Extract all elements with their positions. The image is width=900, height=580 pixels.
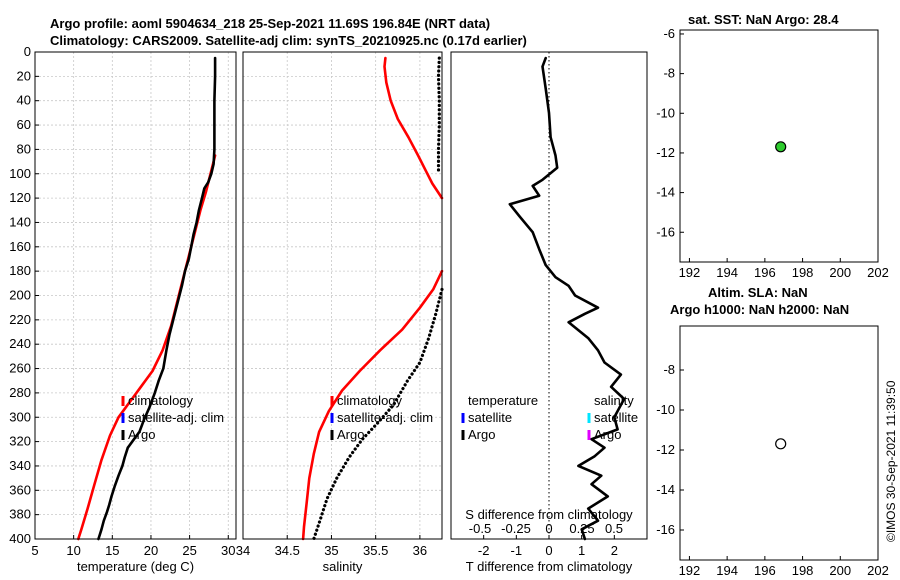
salinity-argo-line	[436, 56, 441, 176]
salinity-difference-tick-label: -0.25	[501, 521, 531, 536]
salinity-difference-tick-label: 0.25	[569, 521, 594, 536]
temperature-axis-label: temperature (deg C)	[77, 559, 194, 574]
salinity-axis-label: salinity	[323, 559, 363, 574]
sst-map-xtick-label: 200	[829, 265, 851, 280]
depth-tick-label: 220	[9, 312, 31, 327]
depth-tick-label: 380	[9, 507, 31, 522]
sst-map-frame	[679, 29, 879, 263]
difference-xtick-label: 1	[578, 543, 585, 558]
depth-tick-label: 60	[17, 117, 31, 132]
difference-legend-temperature-label: temperature	[468, 393, 538, 408]
depth-tick-label: 140	[9, 214, 31, 229]
depth-tick-label: 40	[17, 93, 31, 108]
sla-map-ytick-label: -12	[656, 442, 675, 457]
sst-map-xtick-label: 194	[716, 265, 738, 280]
sla-map-float-position	[775, 438, 787, 450]
sla-map-xtick-label: 192	[679, 563, 701, 578]
temperature-legend-label: Argo	[128, 427, 155, 442]
temperature-xtick-label: 15	[105, 543, 119, 558]
temperature-xtick-label: 10	[66, 543, 80, 558]
depth-tick-label: 100	[9, 166, 31, 181]
sla-map-ytick-label: -16	[656, 522, 675, 537]
sla-map-ytick-label: -8	[663, 362, 675, 377]
sst-map-xtick-label: 192	[679, 265, 701, 280]
salinity-xtick-label: 36	[413, 543, 427, 558]
sla-map-xtick-label: 202	[867, 563, 889, 578]
salinity-climatology-line	[383, 56, 444, 200]
salinity-xtick-label: 35.5	[363, 543, 388, 558]
difference-legend-salinity-label: Argo	[594, 427, 621, 442]
sla-map-xtick-label: 200	[829, 563, 851, 578]
depth-tick-label: 300	[9, 409, 31, 424]
depth-tick-label: 260	[9, 361, 31, 376]
difference-xtick-label: 0	[545, 543, 552, 558]
sst-map-ytick-label: -16	[656, 224, 675, 239]
salinity-legend-label: satellite-adj. clim	[337, 410, 433, 425]
sla-map-xtick-label: 194	[716, 563, 738, 578]
difference-xtick-label: -2	[478, 543, 490, 558]
depth-tick-label: 340	[9, 458, 31, 473]
sst-map-ytick-label: -14	[656, 185, 675, 200]
temperature-climatology-line	[77, 154, 217, 541]
sst-map-xtick-label: 196	[754, 265, 776, 280]
sst-map-ytick-label: -6	[663, 26, 675, 41]
difference-legend-salinity-label: satellite	[594, 410, 638, 425]
salinity-difference-tick-label: -0.5	[469, 521, 491, 536]
sla-map-frame	[679, 325, 879, 561]
depth-tick-label: 80	[17, 141, 31, 156]
difference-xtick-label: -1	[511, 543, 523, 558]
difference-legend-temperature-label: satellite	[468, 410, 512, 425]
salinity-xtick-label: 34	[236, 543, 250, 558]
depth-tick-label: 160	[9, 239, 31, 254]
salinity-argo-line	[312, 287, 444, 541]
salinity-xtick-label: 34.5	[275, 543, 300, 558]
sst-panel-title: sat. SST: NaN Argo: 28.4	[688, 12, 839, 27]
salinity-difference-label: S difference from climatology	[465, 507, 633, 522]
sla-panel-title: Altim. SLA: NaN	[708, 285, 808, 300]
temperature-xtick-label: 25	[182, 543, 196, 558]
sst-map-ytick-label: -12	[656, 145, 675, 160]
temperature-xtick-label: 30	[221, 543, 235, 558]
difference-xtick-label: 2	[611, 543, 618, 558]
temperature-xtick-label: 20	[144, 543, 158, 558]
salinity-difference-tick-label: 0	[545, 521, 552, 536]
difference-axis-label: T difference from climatology	[466, 559, 633, 574]
temperature-difference-line	[508, 56, 626, 541]
sla-map-xtick-label: 196	[754, 563, 776, 578]
salinity-difference-tick-label: 0.5	[605, 521, 623, 536]
sst-map-xtick-label: 198	[792, 265, 814, 280]
sla-map-ytick-label: -14	[656, 482, 675, 497]
sst-map-xtick-label: 202	[867, 265, 889, 280]
difference-legend-temperature-label: Argo	[468, 427, 495, 442]
salinity-frame	[242, 51, 443, 540]
figure-title-line2: Climatology: CARS2009. Satellite-adj cli…	[50, 33, 527, 48]
depth-tick-label: 200	[9, 288, 31, 303]
salinity-climatology-line	[301, 269, 444, 541]
salinity-legend-label: climatology	[337, 393, 403, 408]
salinity-legend-label: Argo	[337, 427, 364, 442]
depth-tick-label: 280	[9, 385, 31, 400]
depth-tick-label: 20	[17, 68, 31, 83]
sst-map-ytick-label: -8	[663, 66, 675, 81]
depth-tick-label: 400	[9, 531, 31, 546]
depth-tick-label: 180	[9, 263, 31, 278]
depth-tick-label: 320	[9, 434, 31, 449]
depth-tick-label: 120	[9, 190, 31, 205]
temperature-legend-label: climatology	[128, 393, 194, 408]
sst-map-ytick-label: -10	[656, 105, 675, 120]
figure-title-line1: Argo profile: aoml 5904634_218 25-Sep-20…	[50, 16, 491, 31]
temperature-legend-label: satellite-adj. clim	[128, 410, 224, 425]
sst-map-float-position	[775, 141, 787, 153]
depth-tick-label: 360	[9, 482, 31, 497]
temperature-xtick-label: 5	[31, 543, 38, 558]
temperature-argo-line	[97, 56, 217, 541]
heights-panel-title: Argo h1000: NaN h2000: NaN	[670, 302, 850, 317]
difference-legend-salinity-label: salinity	[594, 393, 634, 408]
salinity-xtick-label: 35	[324, 543, 338, 558]
sla-map-ytick-label: -10	[656, 402, 675, 417]
sla-map-xtick-label: 198	[792, 563, 814, 578]
depth-tick-label: 0	[24, 44, 31, 59]
depth-tick-label: 240	[9, 336, 31, 351]
